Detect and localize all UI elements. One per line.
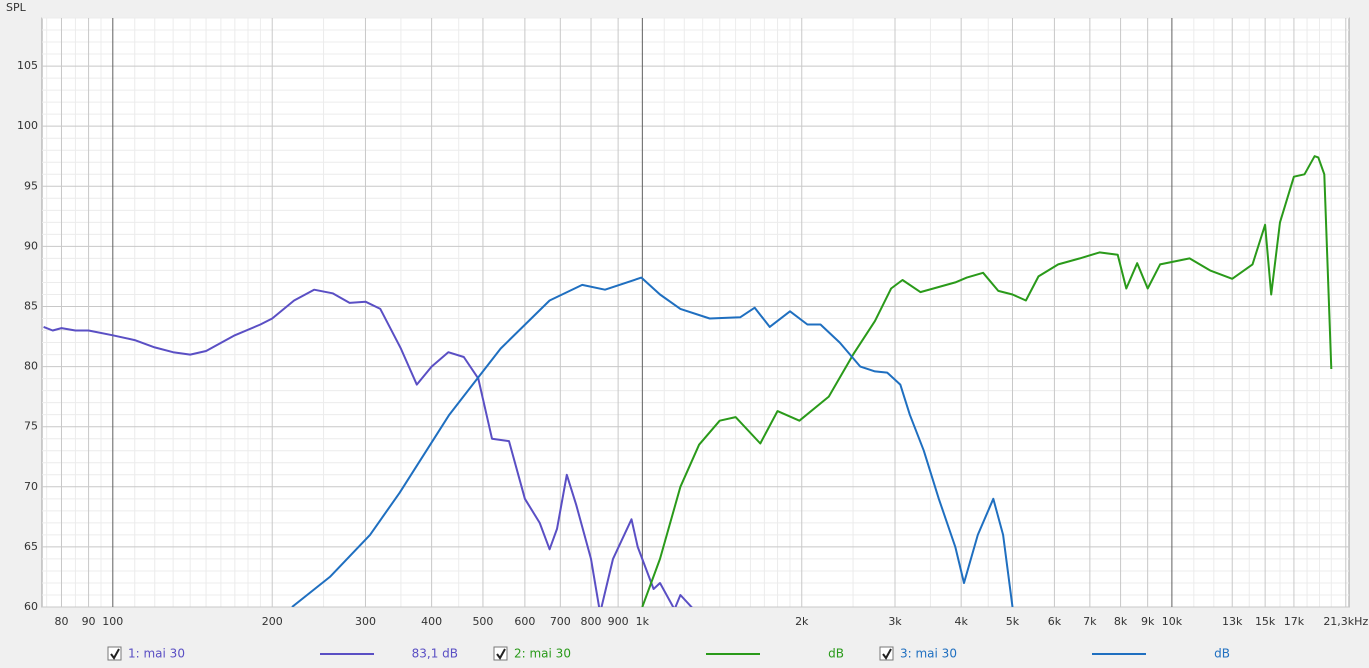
x-tick-label: 9k: [1141, 615, 1155, 628]
x-tick-label: 7k: [1083, 615, 1097, 628]
x-tick-label: 80: [54, 615, 68, 628]
legend-value: dB: [1214, 647, 1230, 661]
legend-name: 3: mai 30: [900, 647, 957, 661]
x-tick-label: 500: [472, 615, 493, 628]
x-tick-label: 10k: [1162, 615, 1183, 628]
labels: 60 65 70 75 80 85 90 95 100 105 80 90 100 200 300 400 50…: [17, 59, 1368, 628]
grid: [42, 17, 1349, 608]
series-line: [641, 155, 1333, 607]
legend-value: 83,1 dB: [412, 647, 458, 661]
legend-checkbox[interactable]: [493, 646, 508, 661]
legend-value: dB: [828, 647, 844, 661]
series-line: [291, 276, 1014, 607]
checkbox-check: [496, 648, 506, 660]
y-tick-label: 95: [24, 179, 38, 192]
x-tick-label: 13k: [1222, 615, 1243, 628]
x-tick-label: 2k: [795, 615, 809, 628]
x-tick-label: 700: [550, 615, 571, 628]
x-tick-label: 3k: [888, 615, 902, 628]
lines: [43, 155, 1333, 607]
series-line: [43, 288, 693, 607]
x-tick-label: 200: [262, 615, 283, 628]
y-tick-label: 60: [24, 600, 38, 613]
x-tick-label: 8k: [1114, 615, 1128, 628]
y-tick-label: 90: [24, 239, 38, 252]
x-tick-label: 21,3kHz: [1323, 615, 1368, 628]
x-tick-label: 1k: [636, 615, 650, 628]
y-tick-label: 70: [24, 480, 38, 493]
x-tick-label: 90: [82, 615, 96, 628]
y-tick-label: 100: [17, 119, 38, 132]
legend-name: 2: mai 30: [514, 647, 571, 661]
x-tick-label: 4k: [954, 615, 968, 628]
legend-name: 1: mai 30: [128, 647, 185, 661]
checkbox-check: [882, 648, 892, 660]
y-tick-label: 75: [24, 420, 38, 433]
x-tick-label: 100: [102, 615, 123, 628]
x-tick-label: 600: [514, 615, 535, 628]
x-tick-label: 800: [581, 615, 602, 628]
plot-area: [41, 17, 1350, 608]
x-tick-label: 900: [608, 615, 629, 628]
x-tick-label: 5k: [1006, 615, 1020, 628]
x-tick-label: 400: [421, 615, 442, 628]
y-tick-label: 85: [24, 299, 38, 312]
x-tick-label: 300: [355, 615, 376, 628]
checkbox-check: [110, 648, 120, 660]
y-axis-label: SPL: [6, 1, 27, 14]
y-tick-label: 65: [24, 540, 38, 553]
x-tick-label: 15k: [1255, 615, 1276, 628]
legend-checkbox[interactable]: [107, 646, 122, 661]
y-tick-label: 105: [17, 59, 38, 72]
y-tick-label: 80: [24, 360, 38, 373]
x-tick-label: 6k: [1048, 615, 1062, 628]
legend: 1: mai 30 83,1 dB 2: mai 30 dB 3: mai 30 dB: [107, 646, 1230, 661]
x-tick-label: 17k: [1284, 615, 1305, 628]
legend-checkbox[interactable]: [879, 646, 894, 661]
